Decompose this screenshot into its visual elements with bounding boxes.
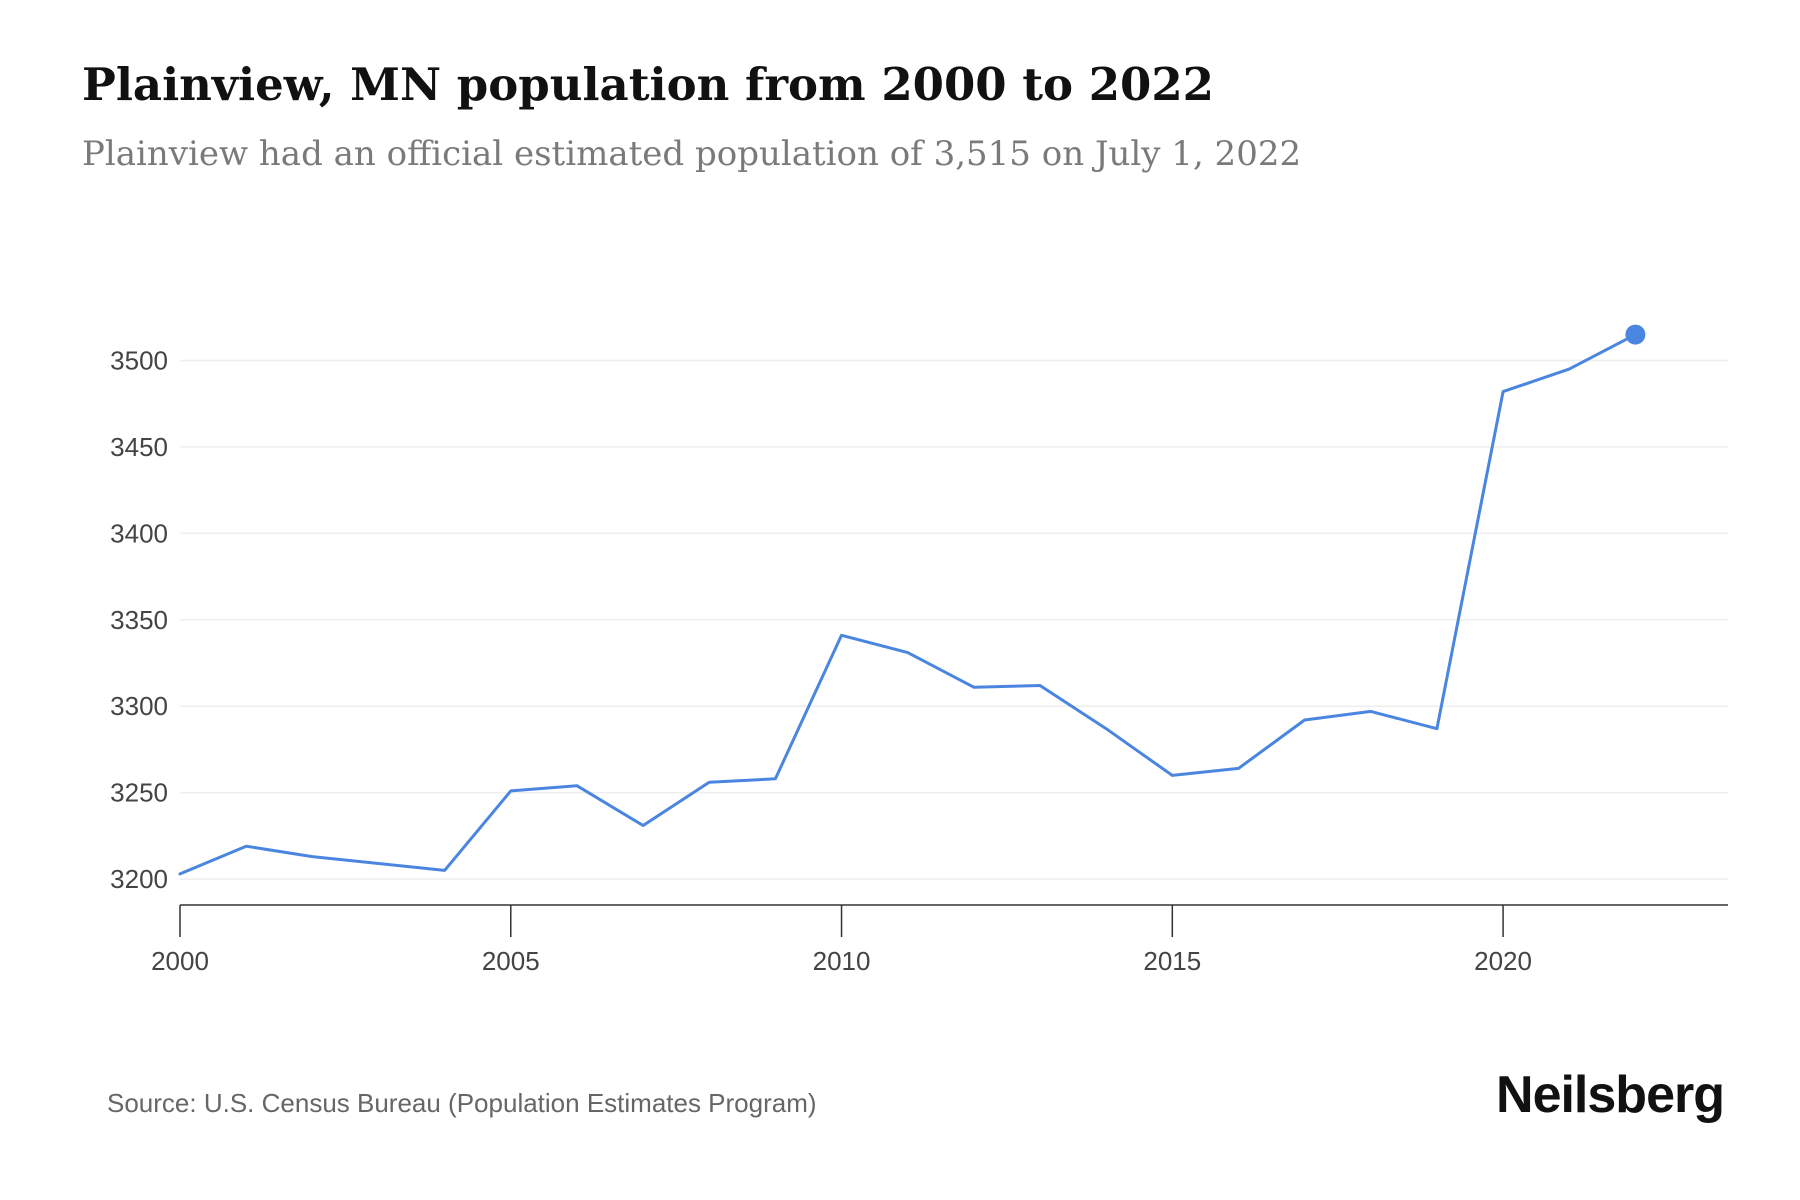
- gridlines: [180, 359, 1728, 880]
- x-tick-label-2005: 2005: [482, 946, 540, 976]
- x-axis: 2000 2005 2010 2015 2020: [151, 904, 1728, 976]
- y-tick-label-3300: 3300: [110, 691, 168, 721]
- chart-title: Plainview, MN population from 2000 to 20…: [82, 58, 1214, 111]
- x-tick-label-2000: 2000: [151, 946, 209, 976]
- y-tick-label-3450: 3450: [110, 432, 168, 462]
- y-tick-label-3400: 3400: [110, 518, 168, 548]
- x-tick-label-2010: 2010: [813, 946, 871, 976]
- last-value-marker: [1625, 324, 1646, 345]
- chart-subtitle: Plainview had an official estimated popu…: [82, 134, 1302, 174]
- y-tick-label-3500: 3500: [110, 346, 168, 376]
- y-tick-label-3250: 3250: [110, 778, 168, 808]
- y-tick-label-3200: 3200: [110, 864, 168, 894]
- x-tick-label-2015: 2015: [1143, 946, 1201, 976]
- brand-logo: Neilsberg: [1496, 1066, 1725, 1124]
- source-note: Source: U.S. Census Bureau (Population E…: [107, 1088, 817, 1118]
- y-tick-label-3350: 3350: [110, 605, 168, 635]
- x-tick-label-2020: 2020: [1474, 946, 1532, 976]
- series-layer: [178, 324, 1646, 876]
- y-axis-tick-labels: 3200 3250 3300 3350 3400 3450 3500: [110, 346, 168, 895]
- series-line-0: [178, 333, 1637, 876]
